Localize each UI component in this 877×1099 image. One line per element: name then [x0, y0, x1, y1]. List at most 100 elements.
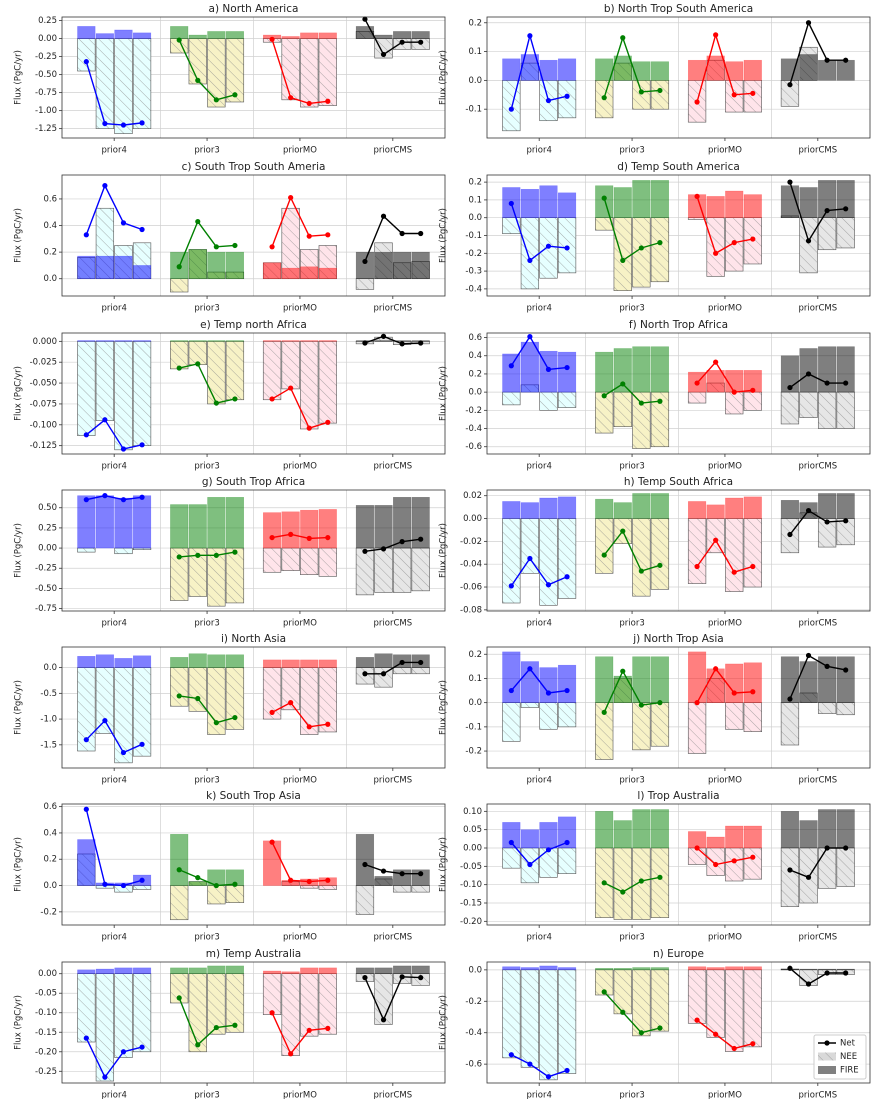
fire-bar [77, 255, 96, 279]
x-tick-label: priorMO [283, 1091, 317, 1099]
net-point [731, 240, 737, 246]
fire-bar [95, 33, 114, 39]
panel: b) North Trop South America Flux (PgC/yr)… [439, 3, 871, 156]
net-point [380, 333, 387, 339]
net-line [364, 538, 421, 553]
nee-hatch [132, 973, 152, 1053]
axes-frame [486, 803, 871, 926]
nee-hatch [318, 667, 337, 733]
x-tick-label: priorCMS [374, 462, 413, 472]
net-point [545, 1074, 552, 1080]
net-point [843, 380, 849, 386]
nee-hatch [557, 969, 577, 1074]
net-point [508, 839, 514, 846]
y-tick-label: 0.05 [463, 825, 482, 835]
net-point [824, 380, 830, 386]
net-point [805, 371, 812, 377]
nee-hatch [114, 341, 133, 451]
nee-hatch [743, 702, 762, 732]
nee-hatch [520, 969, 540, 1068]
net-point [380, 671, 387, 677]
legend-swatch [818, 1052, 836, 1061]
fire-bar [557, 496, 577, 519]
net-line [271, 39, 328, 105]
net-point [508, 106, 514, 112]
fire-bar [318, 659, 337, 668]
x-tick-label: prior3 [194, 146, 219, 156]
fire-bar [595, 498, 614, 519]
y-tick-label: -0.075 [30, 399, 57, 409]
fire-bar [780, 811, 800, 849]
net-line [271, 195, 328, 248]
y-tick-label: -0.25 [35, 564, 57, 574]
y-tick-label: -0.05 [460, 862, 482, 872]
net-point [527, 334, 533, 340]
nee-hatch [262, 341, 282, 401]
net-point [120, 497, 127, 503]
net-point [638, 245, 644, 251]
net-point [564, 687, 570, 694]
nee-hatch [502, 80, 521, 132]
net-point [601, 880, 607, 886]
nee-hatch [502, 217, 521, 235]
x-tick-label: priorMO [283, 619, 317, 629]
fire-bar [281, 36, 300, 39]
nee-hatch [95, 341, 115, 421]
nee-hatch [557, 847, 577, 874]
net-line [271, 701, 328, 728]
y-tick-label: -0.02 [460, 537, 482, 547]
nee-hatch [300, 885, 319, 889]
net-point [176, 867, 182, 873]
y-tick-label: 0.00 [463, 514, 482, 524]
y-tick-label: 0.0 [43, 881, 57, 891]
panel: f) North Trop Africa Flux (PgC/yr) -0.6 -0.… [439, 319, 871, 472]
y-tick-label: 0.4 [43, 221, 57, 231]
panel-title: d) Temp South America [617, 161, 740, 173]
y-tick-label: -0.06 [460, 583, 482, 593]
net-line [510, 33, 568, 110]
net-point [657, 1025, 663, 1031]
nee-hatch [77, 547, 96, 553]
net-point [731, 569, 737, 575]
net-point [269, 1010, 275, 1016]
net-point [399, 341, 405, 347]
y-tick-label: -0.1 [465, 722, 482, 732]
fire-bar [780, 58, 800, 81]
fire-bar [300, 340, 319, 342]
fire-bar [743, 662, 762, 703]
net-point [694, 1017, 700, 1023]
axes-frame [61, 961, 446, 1084]
y-tick-label: -0.04 [460, 560, 482, 570]
nee-hatch [817, 847, 837, 889]
net-point [694, 845, 700, 851]
net-point [418, 975, 424, 981]
net-line [696, 1019, 753, 1050]
nee-hatch [725, 969, 744, 1052]
net-point [508, 583, 514, 589]
net-point [713, 1031, 719, 1037]
x-tick-label: prior3 [619, 933, 644, 943]
x-tick-label: prior3 [619, 776, 644, 786]
y-tick-label: -0.25 [35, 52, 57, 62]
fire-bar [836, 968, 855, 971]
net-line [364, 215, 421, 262]
net-point [843, 57, 849, 63]
fire-bar [799, 820, 818, 849]
y-tick-label: -1.00 [35, 106, 57, 116]
nee-hatch [706, 217, 725, 277]
y-axis-label: Flux (PgC/yr) [439, 837, 449, 892]
x-tick-label: prior3 [194, 304, 219, 314]
fire-bar [595, 185, 614, 218]
x-tick-label: priorCMS [374, 146, 413, 156]
net-point [657, 240, 663, 246]
nee-hatch [557, 80, 577, 119]
net-point [657, 700, 663, 706]
nee-hatch [225, 341, 245, 401]
y-tick-label: 0.0 [43, 663, 57, 673]
x-tick-label: prior4 [527, 1091, 552, 1099]
nee-hatch [77, 667, 96, 752]
nee-hatch [300, 973, 319, 1037]
net-point [843, 970, 849, 976]
y-tick-label: 0.0 [468, 213, 482, 223]
net-point [787, 696, 793, 702]
